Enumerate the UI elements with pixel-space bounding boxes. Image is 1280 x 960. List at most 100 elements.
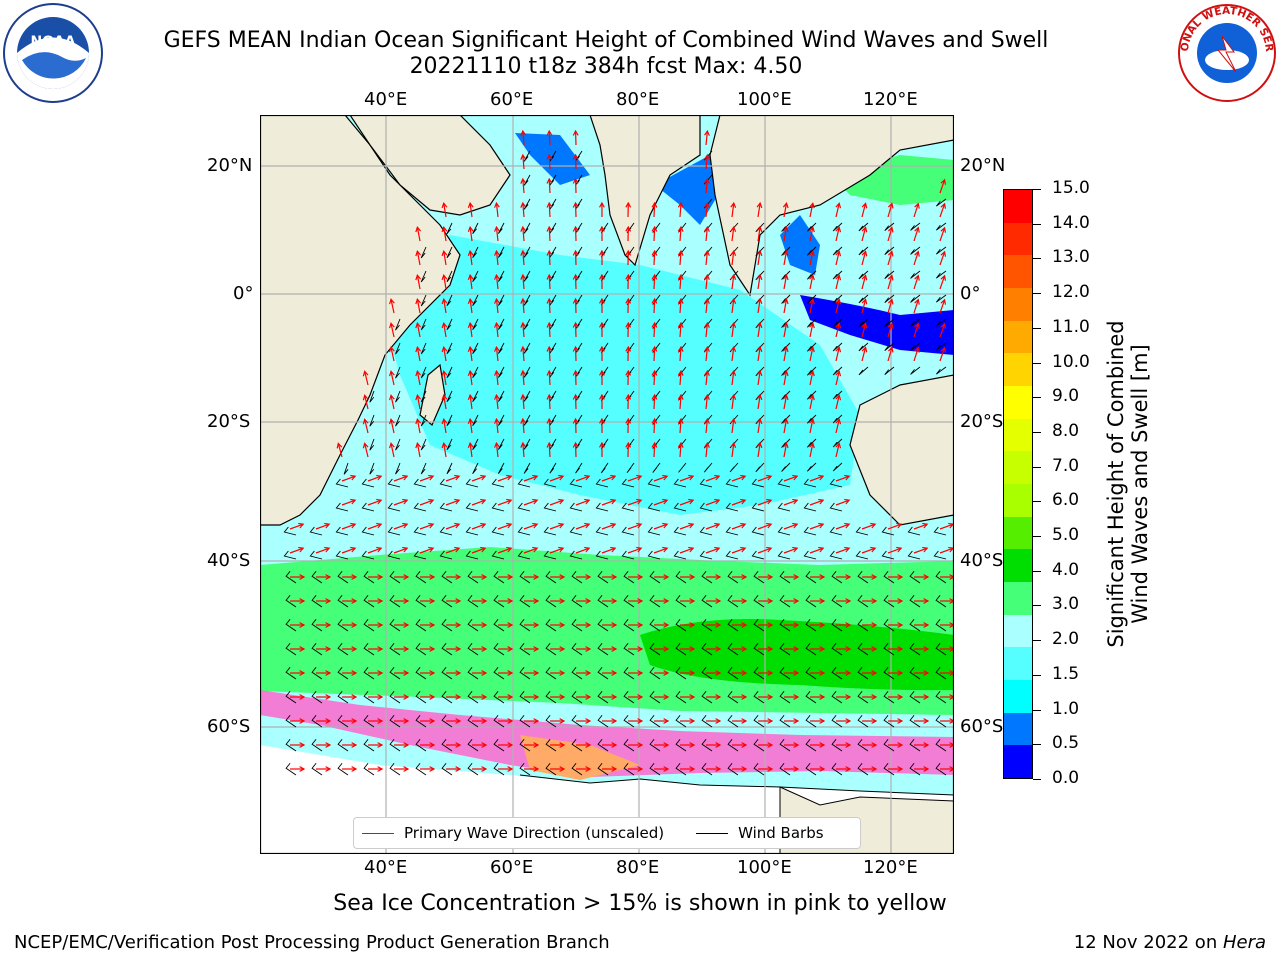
wave-arrow-head <box>572 345 579 352</box>
wave-direction-arrow <box>679 298 682 314</box>
wave-arrow-head <box>871 718 878 724</box>
colorbar-step <box>1004 516 1032 550</box>
colorbar-step <box>1004 745 1032 779</box>
wave-direction-arrow <box>861 251 867 266</box>
wave-arrow-head <box>441 441 448 449</box>
wave-direction-arrow <box>913 275 919 290</box>
wind-barb <box>858 270 869 280</box>
wave-arrow-head <box>455 718 462 724</box>
wave-arrow-head <box>403 598 410 604</box>
wave-direction-arrow <box>471 547 486 554</box>
wave-direction-arrow <box>367 523 382 530</box>
wind-barb <box>857 618 869 632</box>
wind-barb <box>678 462 687 473</box>
wind-barb <box>472 294 479 307</box>
wave-direction-arrow <box>548 178 551 194</box>
wave-arrow-head <box>480 498 487 505</box>
wind-barb <box>597 690 609 704</box>
wind-barb <box>883 714 895 728</box>
wind-barb <box>935 618 947 632</box>
wave-arrow-head <box>861 322 868 329</box>
wind-barb <box>623 714 635 728</box>
wind-barb <box>467 714 479 728</box>
wave-arrow-head <box>793 766 800 772</box>
wind-barb <box>829 526 843 536</box>
wave-direction-arrow <box>835 203 840 218</box>
wave-arrow-head <box>455 766 462 772</box>
wave-direction-arrow <box>757 475 772 482</box>
map-panel <box>259 114 955 855</box>
wind-barb <box>493 666 505 680</box>
wave-arrow-head <box>494 417 500 424</box>
wave-direction-arrow <box>731 419 735 434</box>
wave-direction-arrow <box>469 371 473 386</box>
wave-arrow-head <box>663 718 670 724</box>
wind-barb <box>832 462 843 472</box>
wave-arrow-head <box>299 766 306 772</box>
wave-arrow-head <box>611 622 618 628</box>
wave-arrow-head <box>572 273 579 280</box>
wave-arrow-head <box>454 498 461 505</box>
wave-arrow-head <box>572 369 579 376</box>
wind-barb <box>884 294 895 303</box>
wave-direction-arrow <box>835 227 840 242</box>
wave-arrow-head <box>766 546 773 553</box>
wave-arrow-head <box>782 369 789 377</box>
wave-arrow-head <box>715 598 722 604</box>
wind-barb <box>727 762 739 776</box>
wave-direction-arrow <box>939 179 946 194</box>
wave-direction-arrow <box>390 323 395 338</box>
wind-barb <box>415 570 427 584</box>
wave-arrow-head <box>494 345 500 352</box>
wave-arrow-head <box>389 418 395 425</box>
wave-direction-arrow <box>469 299 473 314</box>
wave-arrow-head <box>663 670 670 676</box>
sea-ice-note: Sea Ice Concentration > 15% is shown in … <box>333 891 947 916</box>
wind-barb <box>369 390 375 403</box>
lon-tick-bottom: 80°E <box>616 857 660 878</box>
wind-barb <box>523 150 531 162</box>
lon-tick-bottom: 100°E <box>737 857 792 878</box>
wave-arrow-head <box>819 670 826 676</box>
wave-direction-arrow <box>548 226 551 242</box>
wind-barb <box>884 318 895 327</box>
wind-barb <box>389 666 401 680</box>
wave-direction-arrow <box>548 418 551 434</box>
wave-direction-arrow <box>809 251 814 266</box>
wave-direction-arrow <box>757 347 761 362</box>
wave-arrow-head <box>559 622 566 628</box>
wave-arrow-head <box>467 273 474 281</box>
wave-arrow-head <box>740 546 747 553</box>
wave-arrow-head <box>914 298 920 305</box>
wave-direction-arrow <box>783 275 788 290</box>
colorbar-step <box>1004 614 1032 648</box>
wave-direction-arrow <box>705 203 708 218</box>
wave-arrow-head <box>887 298 894 305</box>
wave-arrow-head <box>897 742 904 748</box>
wind-barb <box>472 270 479 283</box>
wave-arrow-head <box>689 718 696 724</box>
wind-barb <box>493 618 505 632</box>
wind-barb <box>781 462 791 472</box>
wind-barb <box>623 738 635 752</box>
wave-arrow-head <box>611 598 618 604</box>
colorbar-step <box>1004 255 1032 289</box>
wave-direction-arrow <box>835 347 840 362</box>
wave-arrow-head <box>809 274 815 281</box>
map-legend: Primary Wave Direction (unscaled) Wind B… <box>353 817 861 849</box>
wind-barb <box>523 198 531 210</box>
wind-barb <box>363 594 375 608</box>
wave-arrow-head <box>689 622 696 628</box>
wind-barb <box>472 390 479 403</box>
wave-direction-arrow <box>523 499 538 506</box>
wind-barb <box>285 714 297 728</box>
wave-direction-arrow <box>443 323 447 338</box>
wave-arrow-head <box>949 718 954 724</box>
wind-barb <box>910 246 921 255</box>
wind-barb <box>337 666 349 680</box>
colorbar-tick-label: 14.0 <box>1052 212 1090 233</box>
wave-arrow-head <box>704 441 710 448</box>
wave-arrow-head <box>756 273 763 281</box>
wind-barb <box>699 550 713 560</box>
wave-arrow-head <box>572 441 579 448</box>
